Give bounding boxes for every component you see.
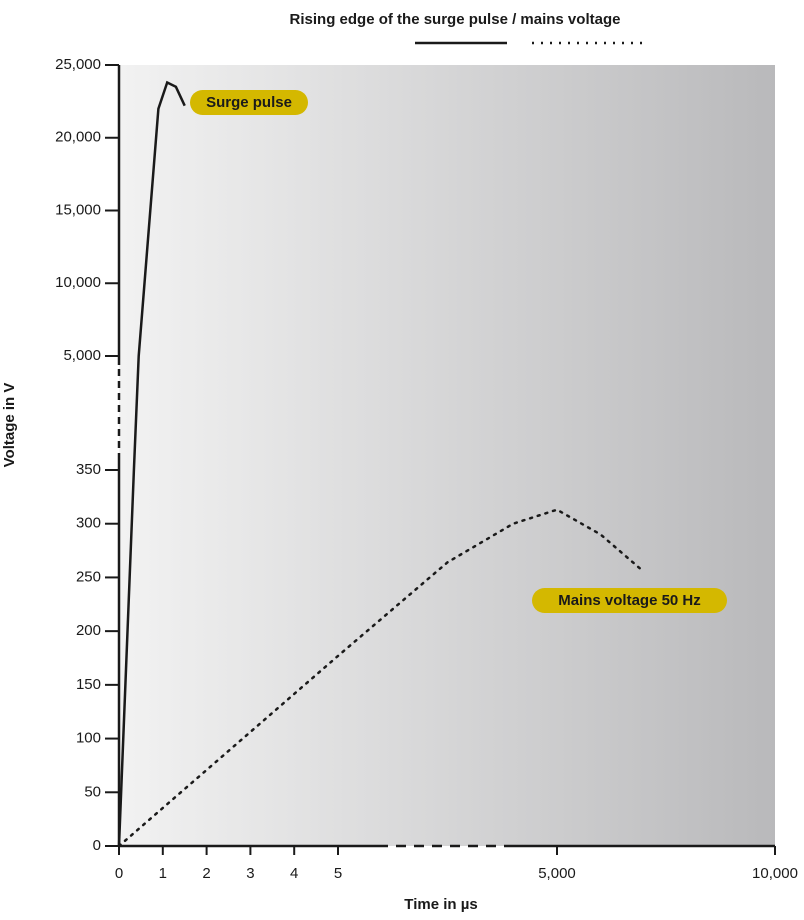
y-tick-label: 350 — [76, 461, 101, 478]
y-tick-label: 10,000 — [55, 274, 101, 291]
x-tick-label: 0 — [115, 865, 123, 882]
x-axis-label: Time in µs — [404, 896, 477, 913]
y-tick-label: 250 — [76, 568, 101, 585]
y-axis-label: Voltage in V — [1, 383, 18, 468]
y-tick-label: 50 — [84, 783, 101, 800]
series-line — [117, 80, 186, 847]
y-tick-label: 0 — [93, 837, 101, 854]
x-tick-label: 1 — [159, 865, 167, 882]
y-tick-label: 20,000 — [55, 129, 101, 146]
y-tick-label: 25,000 — [55, 56, 101, 73]
y-tick-label: 15,000 — [55, 201, 101, 218]
x-tick-label: 4 — [290, 865, 298, 882]
annotation-label: Surge pulse — [206, 94, 292, 111]
annotation-pill — [532, 588, 727, 613]
y-tick-label: 5,000 — [63, 347, 101, 364]
y-tick-label: 150 — [76, 676, 101, 693]
y-tick-label: 100 — [76, 730, 101, 747]
x-tick-label: 10,000 — [752, 865, 798, 882]
x-tick-label: 2 — [202, 865, 210, 882]
series-line — [117, 508, 646, 848]
annotation-pill — [190, 90, 308, 115]
y-tick-label: 300 — [76, 515, 101, 532]
plot-area — [119, 65, 775, 846]
chart-title: Rising edge of the surge pulse / mains v… — [290, 11, 621, 28]
annotation-label: Mains voltage 50 Hz — [558, 592, 701, 609]
x-tick-label: 3 — [246, 865, 254, 882]
x-tick-label: 5 — [334, 865, 342, 882]
x-tick-label: 5,000 — [538, 865, 576, 882]
y-tick-label: 200 — [76, 622, 101, 639]
